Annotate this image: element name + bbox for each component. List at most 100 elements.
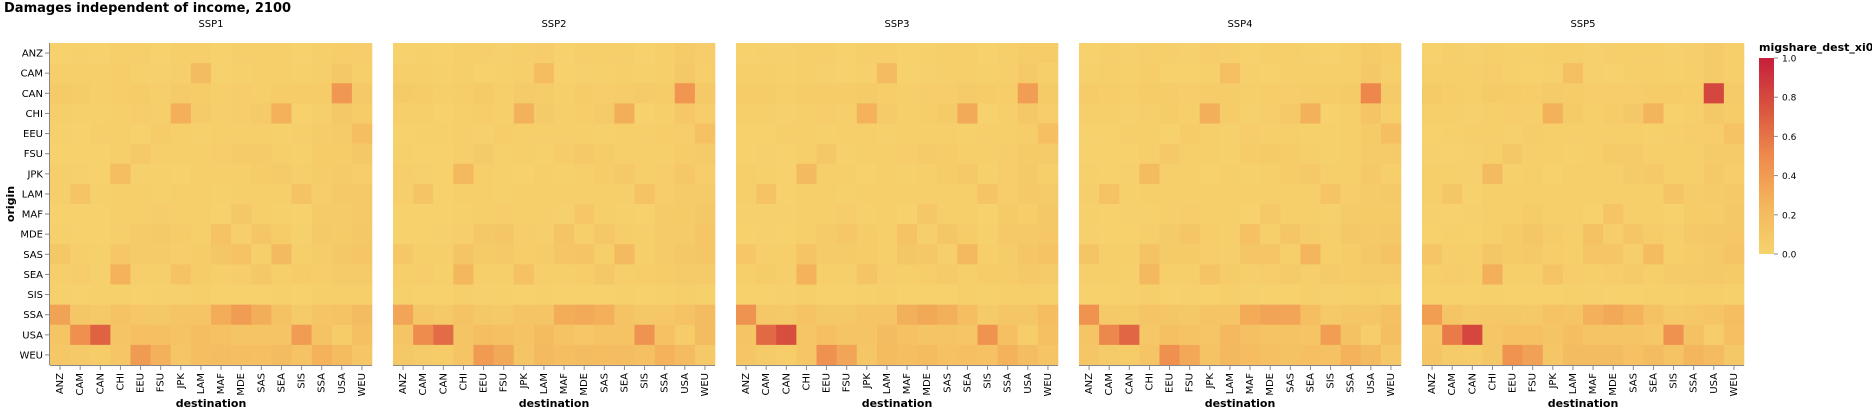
heatmap-cell: [1723, 123, 1745, 144]
heatmap-cell: [453, 304, 474, 326]
heatmap-cell: [694, 304, 716, 326]
heatmap-cell: [331, 63, 353, 84]
heatmap-cell: [1139, 264, 1160, 285]
heatmap-cell: [1139, 244, 1160, 265]
heatmap-cell: [816, 43, 837, 64]
heatmap-cell: [1159, 304, 1180, 326]
heatmap-cell: [473, 264, 494, 285]
heatmap-cell: [634, 324, 655, 346]
heatmap-cell: [1663, 224, 1684, 245]
heatmap-cell: [634, 43, 655, 64]
heatmap-cell: [453, 123, 474, 144]
heatmap-cell: [1482, 123, 1503, 144]
x-tick-label: SSA: [1689, 373, 1700, 393]
heatmap-cell: [736, 204, 757, 225]
heatmap-cell: [291, 83, 312, 104]
heatmap-cell: [1663, 183, 1684, 205]
heatmap-cell: [513, 304, 535, 326]
heatmap-cell: [1280, 63, 1301, 84]
x-tick-label: SAS: [1628, 373, 1639, 393]
heatmap-cell: [50, 324, 71, 346]
heatmap-cell: [1663, 43, 1684, 64]
heatmap-cell: [917, 163, 938, 185]
heatmap-cell: [1360, 304, 1382, 326]
heatmap-cell: [90, 143, 111, 165]
y-tick-label: SAS: [23, 250, 43, 261]
heatmap-cell: [1542, 83, 1564, 104]
heatmap-cell: [856, 163, 878, 185]
heatmap-cell: [1139, 123, 1160, 144]
x-tick-label: SSA: [1346, 373, 1357, 393]
heatmap-cell: [674, 143, 696, 165]
heatmap-cell: [1119, 103, 1140, 124]
heatmap-cell: [876, 304, 898, 326]
heatmap-cell: [190, 43, 212, 64]
heatmap-cell: [1240, 344, 1261, 366]
heatmap-cell: [816, 183, 837, 205]
heatmap-cell: [211, 183, 232, 205]
heatmap-cell: [1502, 284, 1523, 305]
heatmap-cell: [1119, 123, 1140, 144]
heatmap-cell: [1583, 43, 1604, 64]
heatmap-cell: [776, 83, 797, 104]
heatmap-cell: [1542, 324, 1564, 346]
heatmap-cell: [211, 244, 232, 265]
heatmap-cell: [1683, 43, 1705, 64]
heatmap-cell: [190, 163, 212, 185]
heatmap-cell: [937, 43, 958, 64]
x-tick-label: CAN: [1124, 373, 1135, 394]
heatmap-cell: [1300, 43, 1321, 64]
heatmap-cell: [130, 284, 151, 305]
heatmap-cell: [816, 83, 837, 104]
heatmap-cell: [634, 103, 655, 124]
heatmap-cell: [1623, 143, 1644, 165]
heatmap-cell: [1320, 224, 1341, 245]
heatmap-cell: [413, 103, 434, 124]
heatmap-cell: [957, 344, 978, 366]
heatmap-cell: [796, 264, 817, 285]
heatmap-cell: [110, 304, 131, 326]
heatmap-cell: [977, 63, 998, 84]
heatmap-cell: [1380, 264, 1402, 285]
heatmap-cell: [231, 344, 252, 366]
heatmap-cell: [1502, 264, 1523, 285]
heatmap-cell: [1300, 103, 1321, 124]
heatmap-cell: [90, 63, 111, 84]
heatmap-cell: [1703, 244, 1725, 265]
heatmap-cell: [1603, 204, 1624, 225]
heatmap-cell: [1240, 143, 1261, 165]
heatmap-cell: [1017, 284, 1039, 305]
heatmap-cell: [1179, 63, 1201, 84]
heatmap-cell: [856, 224, 878, 245]
heatmap-cell: [654, 103, 676, 124]
heatmap-cell: [1320, 284, 1341, 305]
heatmap-cell: [190, 83, 212, 104]
heatmap-cell: [816, 344, 837, 366]
x-tick-label: SEA: [276, 373, 287, 393]
heatmap-cell: [90, 183, 111, 205]
heatmap-cell: [614, 204, 635, 225]
heatmap-cell: [251, 83, 272, 104]
heatmap-cell: [1482, 183, 1503, 205]
heatmap-cell: [937, 324, 958, 346]
heatmap-cell: [1502, 83, 1523, 104]
heatmap-cell: [311, 183, 333, 205]
heatmap-cell: [170, 43, 192, 64]
heatmap-cell: [473, 344, 494, 366]
heatmap-cell: [513, 63, 535, 84]
heatmap-cell: [897, 204, 918, 225]
heatmap-cell: [1643, 123, 1664, 144]
heatmap-cell: [1663, 204, 1684, 225]
heatmap-cell: [836, 324, 858, 346]
heatmap-cell: [594, 103, 615, 124]
heatmap-cell: [533, 163, 555, 185]
heatmap-cell: [1422, 103, 1443, 124]
heatmap-cell: [211, 143, 232, 165]
heatmap-cell: [150, 43, 172, 64]
heatmap-cell: [1240, 103, 1261, 124]
heatmap-cell: [1360, 244, 1382, 265]
heatmap-cell: [1502, 123, 1523, 144]
heatmap-cell: [1663, 103, 1684, 124]
heatmap-cell: [1260, 264, 1281, 285]
heatmap-cell: [1139, 204, 1160, 225]
